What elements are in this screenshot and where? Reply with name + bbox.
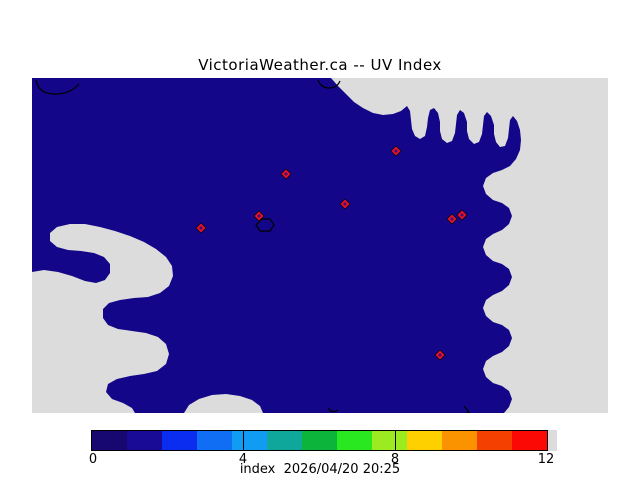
station-marker-2[interactable] xyxy=(390,145,402,157)
page-title: VictoriaWeather.ca -- UV Index xyxy=(198,56,442,74)
colorbar-segment-7 xyxy=(337,431,372,450)
station-marker-5[interactable] xyxy=(195,222,207,234)
map-panel[interactable] xyxy=(32,78,608,413)
map-svg xyxy=(32,78,608,413)
colorbar-segment-5 xyxy=(267,431,302,450)
colorbar-segment-2 xyxy=(162,431,197,450)
station-marker-8[interactable] xyxy=(434,349,446,361)
station-marker-3[interactable] xyxy=(339,198,351,210)
colorbar-segment-6 xyxy=(302,431,337,450)
colorbar-segment-10 xyxy=(442,431,477,450)
colorbar-segment-8 xyxy=(372,431,407,450)
colorbar-segment-1 xyxy=(127,431,162,450)
colorbar-label-4: 4 xyxy=(238,452,248,467)
colorbar-wrap: 0 4 8 12 xyxy=(89,430,557,467)
contour-bottom-1 xyxy=(327,407,339,413)
uv-index-colorbar[interactable] xyxy=(91,430,548,451)
colorbar-end-stub xyxy=(548,430,557,451)
contour-bottom-2 xyxy=(463,405,470,413)
station-marker-4[interactable] xyxy=(253,210,265,222)
station-marker-6[interactable] xyxy=(446,213,458,225)
colorbar-segment-3 xyxy=(197,431,232,450)
colorbar-caption: index 2026/04/20 20:25 xyxy=(239,462,401,477)
colorbar-tick-4 xyxy=(243,430,244,451)
colorbar-label-0: 0 xyxy=(88,452,98,467)
colorbar-segment-12 xyxy=(512,431,547,450)
map-visible-final xyxy=(32,78,608,413)
colorbar-label-12: 12 xyxy=(537,452,555,467)
uv-water-field xyxy=(32,78,521,413)
colorbar-segment-4 xyxy=(232,431,267,450)
contour-victoria xyxy=(255,218,275,232)
colorbar-segment-11 xyxy=(477,431,512,450)
colorbar-segment-9 xyxy=(407,431,442,450)
contour-topleft xyxy=(35,79,80,95)
colorbar-segment-0 xyxy=(92,431,127,450)
station-marker-7[interactable] xyxy=(456,209,468,221)
colorbar-tick-8 xyxy=(395,430,396,451)
station-markers[interactable] xyxy=(195,145,468,361)
coastline-contours xyxy=(35,79,470,413)
colorbar-label-8: 8 xyxy=(390,452,400,467)
contour-topmid xyxy=(317,79,341,89)
station-marker-1[interactable] xyxy=(280,168,292,180)
